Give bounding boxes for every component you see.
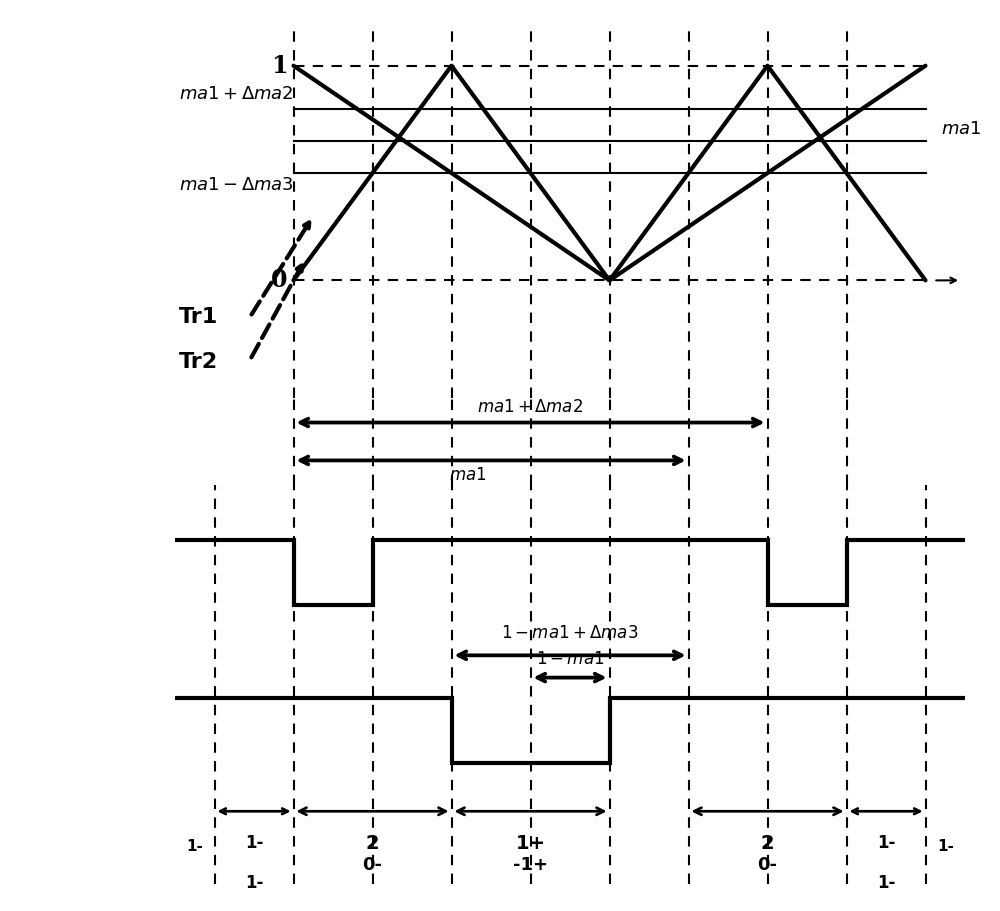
Text: 1+: 1+ [515, 834, 546, 853]
Text: 1: 1 [271, 54, 287, 77]
Text: 1-: 1- [877, 875, 895, 893]
Text: 2: 2 [366, 834, 379, 853]
Text: $ma1+\Delta ma2$: $ma1+\Delta ma2$ [477, 398, 584, 415]
Text: $ma1$: $ma1$ [941, 119, 982, 138]
Text: 1-: 1- [245, 834, 263, 852]
Text: 1-: 1- [877, 834, 895, 852]
Text: 0-: 0- [758, 855, 778, 874]
Text: -1+: -1+ [513, 855, 548, 874]
Text: 0: 0 [271, 269, 287, 292]
Text: 0-: 0- [362, 855, 382, 874]
Text: $1-ma1+\Delta ma3$: $1-ma1+\Delta ma3$ [501, 625, 639, 642]
Text: $ma1+\Delta ma2$: $ma1+\Delta ma2$ [179, 86, 294, 103]
Text: 2: 2 [761, 834, 774, 853]
Text: 1-: 1- [937, 839, 954, 855]
Text: $ma1-\Delta ma3$: $ma1-\Delta ma3$ [179, 176, 294, 194]
Text: 1-: 1- [186, 839, 203, 855]
Text: 1-: 1- [245, 875, 263, 893]
Text: Tr1: Tr1 [179, 307, 218, 327]
Text: $ma1$: $ma1$ [449, 467, 486, 485]
Text: Tr2: Tr2 [179, 352, 218, 372]
Text: $1-ma1$: $1-ma1$ [536, 651, 604, 669]
